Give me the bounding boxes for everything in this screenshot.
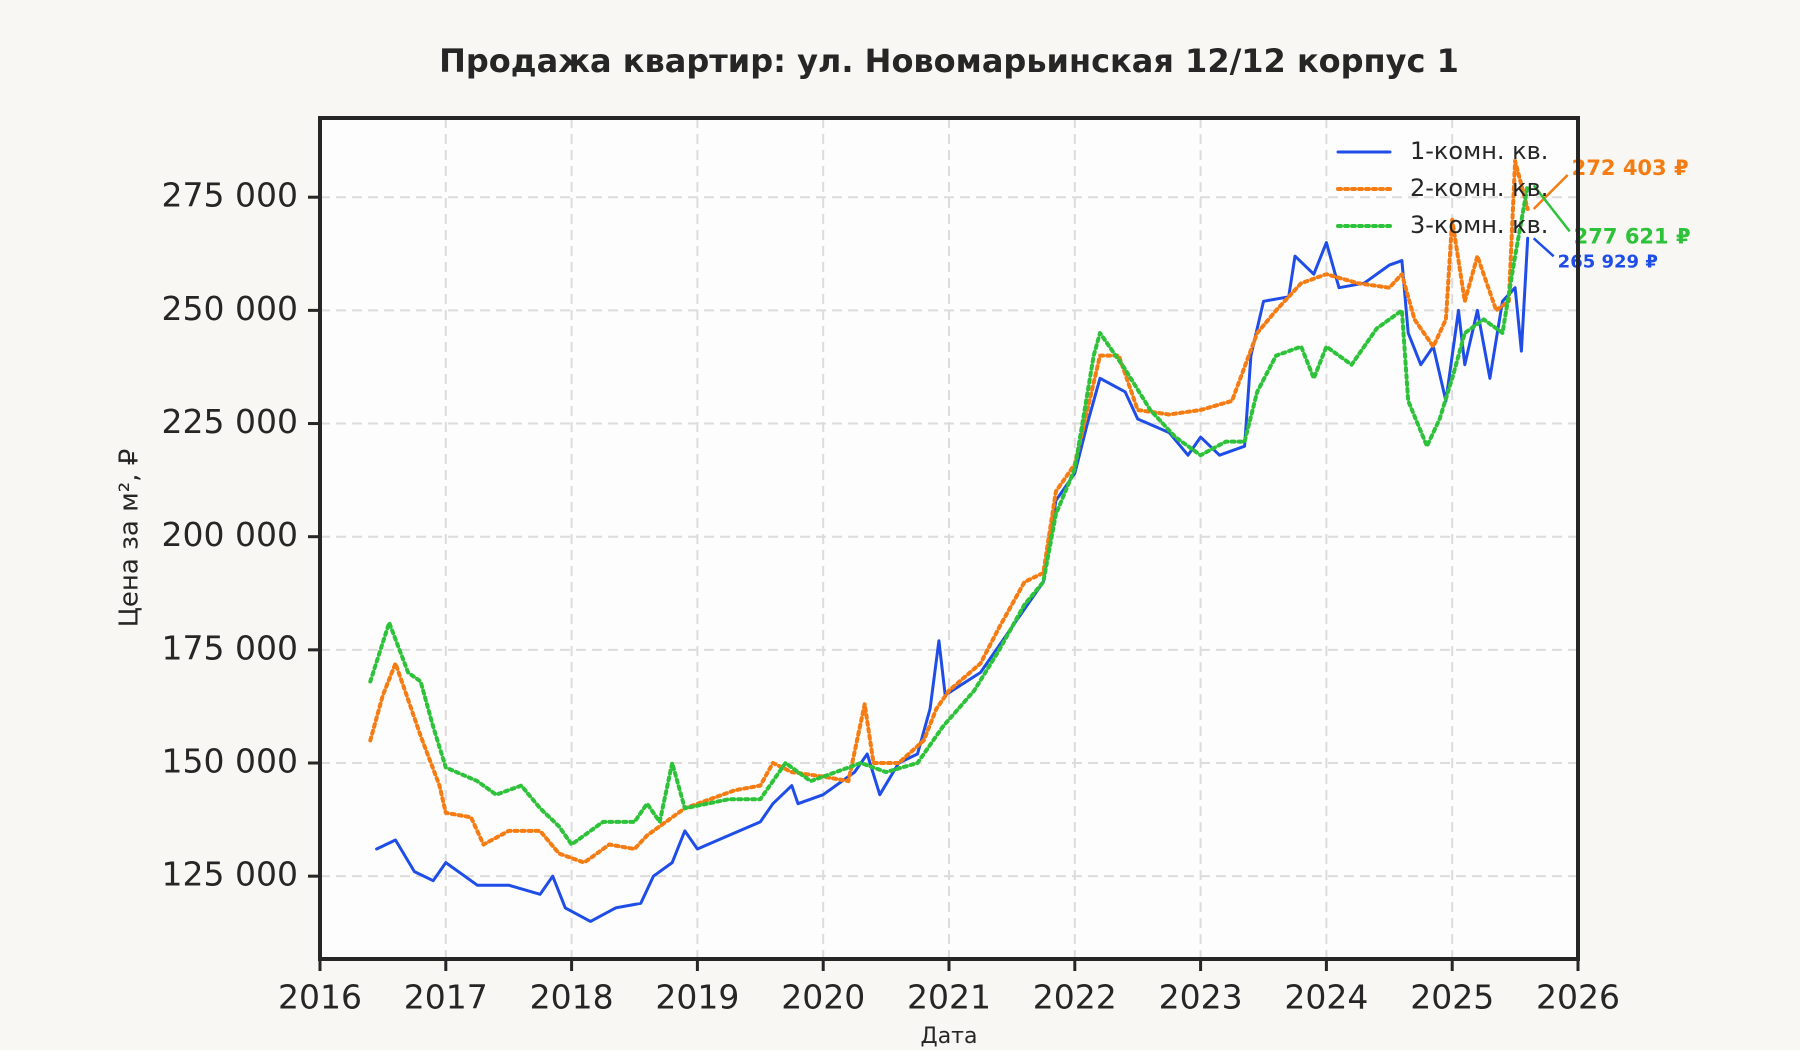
axes-frame — [318, 116, 1580, 961]
x-tick-label: 2022 — [1033, 978, 1117, 1017]
annotation-arrow — [1532, 174, 1569, 210]
legend-label: 3-комн. кв. — [1410, 211, 1548, 239]
y-tick-label: 275 000 — [162, 176, 298, 215]
y-tick-label: 150 000 — [162, 742, 298, 781]
y-tick-label: 175 000 — [162, 628, 298, 667]
annotation-arrow — [1532, 184, 1571, 233]
x-tick-label: 2025 — [1410, 978, 1494, 1017]
annotation-arrow — [1532, 237, 1555, 258]
y-tick-label: 200 000 — [162, 515, 298, 554]
y-tick-label: 125 000 — [162, 855, 298, 894]
x-tick-label: 2016 — [278, 978, 362, 1017]
annotation: 265 929 ₽ — [1558, 251, 1658, 272]
y-tick-label: 225 000 — [162, 402, 298, 441]
legend: 1-комн. кв. 2-комн. кв. 3-комн. кв. — [1336, 137, 1548, 239]
x-tick-label: 2024 — [1284, 978, 1368, 1017]
chart-title: Продажа квартир: ул. Новомарьинская 12/1… — [439, 42, 1459, 80]
x-tick-label: 2017 — [404, 978, 488, 1017]
legend-label: 1-комн. кв. — [1410, 137, 1548, 165]
legend-label: 2-комн. кв. — [1410, 174, 1548, 202]
x-axis-label: Дата — [921, 1024, 978, 1049]
y-tick-label: 250 000 — [162, 289, 298, 328]
x-tick-label: 2023 — [1159, 978, 1243, 1017]
x-tick-label: 2021 — [907, 978, 991, 1017]
annotation: 272 403 ₽ — [1572, 156, 1689, 180]
x-tick-label: 2020 — [781, 978, 865, 1017]
x-tick-label: 2018 — [530, 978, 614, 1017]
y-axis-label: Цена за м², ₽ — [115, 449, 145, 628]
annotation: 277 621 ₽ — [1574, 224, 1691, 248]
x-tick-label: 2019 — [655, 978, 739, 1017]
series-line — [368, 183, 1530, 847]
series-line — [368, 159, 1530, 865]
x-tick-label: 2026 — [1536, 978, 1620, 1017]
